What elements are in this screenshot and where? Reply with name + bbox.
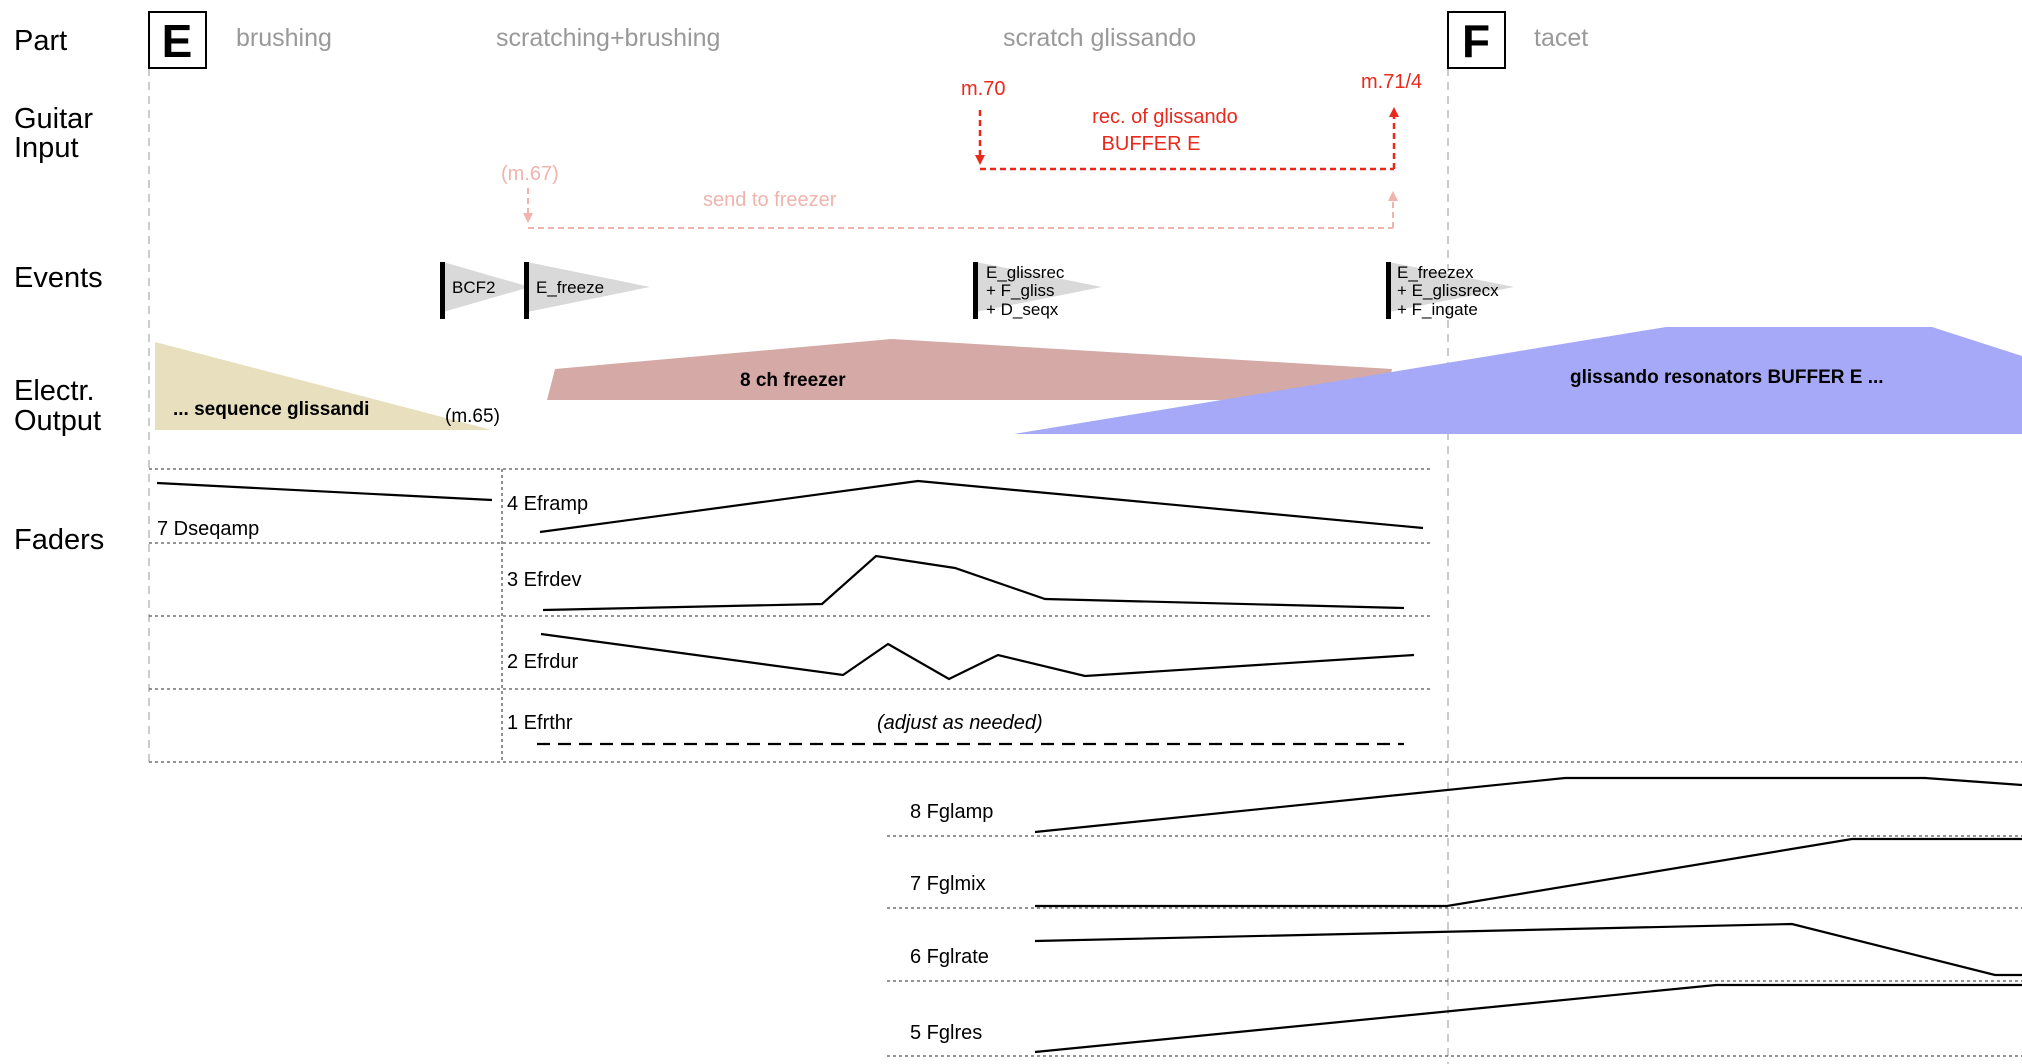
freezer-bracket bbox=[523, 188, 1398, 229]
label-buffer-e: BUFFER E bbox=[1102, 133, 1201, 155]
output-label-resonators: glissando resonators BUFFER E ... bbox=[1570, 367, 1884, 388]
event-label-freezex-2: + E_glissrecx bbox=[1397, 281, 1499, 300]
fader-grid-f bbox=[887, 835, 2022, 1057]
fader-label-fglres: 5 Fglres bbox=[910, 1022, 982, 1044]
section-name-tacet: tacet bbox=[1534, 24, 1588, 52]
curve-fglres bbox=[1034, 983, 2022, 1054]
row-label-guitar-input-1: Guitar bbox=[14, 103, 93, 135]
event-label-glissrec-3: + D_seqx bbox=[986, 300, 1059, 319]
output-label-sequence: ... sequence glissandi bbox=[173, 399, 369, 420]
fader-label-efrdev: 3 Efrdev bbox=[507, 569, 581, 591]
label-m71-4: m.71/4 bbox=[1361, 71, 1422, 93]
curve-fglmix bbox=[1035, 837, 2022, 908]
fader-note-adjust: (adjust as needed) bbox=[877, 712, 1043, 734]
event-e-freeze: E_freeze bbox=[524, 262, 650, 319]
section-name-brushing: brushing bbox=[236, 24, 332, 52]
fader-label-efrdur: 2 Efrdur bbox=[507, 651, 578, 673]
fader-label-fglmix: 7 Fglmix bbox=[910, 873, 986, 895]
event-label-e-freeze: E_freeze bbox=[536, 278, 604, 297]
section-letter-e: E bbox=[162, 15, 193, 67]
label-send-to-freezer: send to freezer bbox=[703, 189, 837, 211]
row-label-guitar-input-2: Input bbox=[14, 132, 79, 164]
section-name-scratching: scratching+brushing bbox=[496, 24, 720, 52]
curve-fglamp bbox=[1034, 776, 2022, 834]
event-e-freezex: E_freezex + E_glissrecx + F_ingate bbox=[1386, 262, 1514, 319]
fader-curves bbox=[156, 479, 2022, 1054]
event-bcf2: BCF2 bbox=[440, 262, 530, 319]
fader-label-fglrate: 6 Fglrate bbox=[910, 946, 989, 968]
fader-label-dseqamp: 7 Dseqamp bbox=[157, 518, 259, 540]
row-label-events: Events bbox=[14, 262, 103, 294]
curve-eframp bbox=[539, 479, 1424, 534]
event-e-glissrec: E_glissrec + F_gliss + D_seqx bbox=[973, 262, 1102, 319]
event-label-bcf2: BCF2 bbox=[452, 278, 495, 297]
record-bracket bbox=[975, 107, 1399, 171]
row-label-electr-output-1: Electr. bbox=[14, 375, 95, 407]
row-label-part: Part bbox=[14, 25, 67, 57]
output-label-m65: (m.65) bbox=[445, 406, 500, 427]
fader-label-fglamp: 8 Fglamp bbox=[910, 801, 993, 823]
curve-dseqamp bbox=[156, 481, 493, 502]
section-name-scratch-glissando: scratch glissando bbox=[1003, 24, 1196, 52]
label-m70: m.70 bbox=[961, 78, 1005, 100]
fader-label-efrthr: 1 Efrthr bbox=[507, 712, 573, 734]
event-label-glissrec-1: E_glissrec bbox=[986, 263, 1065, 282]
fader-grid-e bbox=[149, 468, 2022, 763]
section-marker-f: F bbox=[1447, 11, 1506, 69]
label-m67: (m.67) bbox=[501, 163, 559, 185]
curve-efrdev bbox=[542, 554, 1405, 612]
output-glissando-resonators bbox=[1014, 327, 2022, 434]
output-freezer bbox=[547, 339, 1392, 400]
section-letter-f: F bbox=[1462, 15, 1490, 67]
output-label-freezer: 8 ch freezer bbox=[740, 370, 846, 391]
curve-fglrate bbox=[1034, 922, 2022, 977]
label-rec-glissando: rec. of glissando bbox=[1092, 106, 1238, 128]
fader-label-eframp: 4 Eframp bbox=[507, 493, 588, 515]
row-label-electr-output-2: Output bbox=[14, 405, 101, 437]
event-label-freezex-3: + F_ingate bbox=[1397, 300, 1478, 319]
event-label-freezex-1: E_freezex bbox=[1397, 263, 1474, 282]
section-marker-e: E bbox=[148, 11, 207, 69]
row-label-faders: Faders bbox=[14, 524, 104, 556]
event-label-glissrec-2: + F_gliss bbox=[986, 281, 1055, 300]
output-sequence-glissandi bbox=[155, 342, 492, 430]
curve-efrdur bbox=[540, 632, 1415, 681]
